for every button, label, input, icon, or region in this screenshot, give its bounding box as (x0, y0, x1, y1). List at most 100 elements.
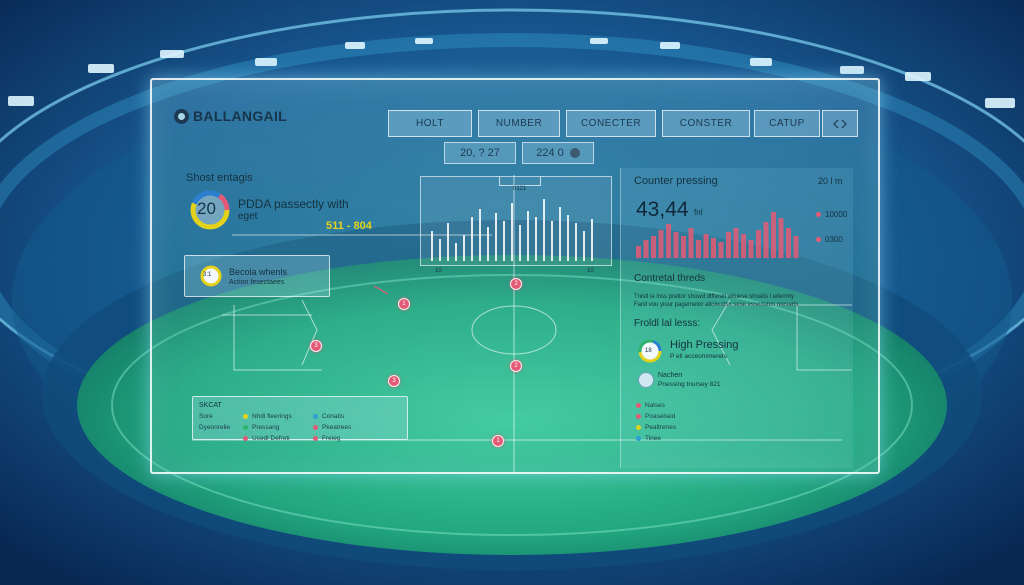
axis-left-label: 10 (435, 268, 442, 274)
score-ratio: 511 - 804 (326, 220, 372, 232)
tab-number[interactable]: NUMBER (478, 110, 560, 137)
logo-icon (174, 108, 189, 124)
stats-row: Sore Nhdl fleerings Conatis (199, 413, 345, 420)
stats-card: SKCAT Sore Nhdl fleerings Conatis Dyeonr… (192, 396, 408, 442)
right-panel (620, 168, 853, 468)
center-bar (487, 227, 489, 261)
legend-item: Nalses (636, 400, 676, 411)
player-marker[interactable]: 2 (510, 278, 522, 290)
tab-conster[interactable]: CONSTER (662, 110, 750, 137)
pressing-bar (703, 234, 709, 258)
player-marker[interactable]: 3 (388, 375, 400, 387)
pressing-bar (793, 236, 799, 258)
high-pressing-sub: P ell acceommerets (670, 353, 727, 360)
center-bar (495, 213, 497, 261)
pressing-bar (756, 230, 761, 258)
user-icon (638, 372, 654, 388)
high-pressing-ring (638, 339, 662, 363)
score-pill[interactable]: 224 0 (522, 142, 594, 164)
center-bar (527, 211, 529, 261)
counter-corner: 20 l m (818, 176, 843, 186)
chart-label-low: 0300 (816, 235, 843, 244)
donut-text-2: eget (238, 211, 258, 222)
threads-heading: Contretal threds (634, 273, 706, 284)
pressing-bar (786, 228, 791, 258)
center-bar (431, 231, 433, 261)
center-bar (455, 243, 457, 261)
center-bar (551, 221, 553, 261)
expand-icon (833, 119, 847, 128)
left-heading: Shost entagis (186, 172, 253, 184)
center-bar (447, 223, 449, 261)
card-value: 3:1 (203, 272, 212, 278)
pass-line (373, 285, 389, 295)
pressing-bar (726, 232, 731, 258)
center-bar (519, 225, 521, 261)
axis-right-label: 10 (587, 268, 594, 274)
stats-row: Dyeonrelie Pressang Pkeatrees (199, 424, 352, 431)
stats-row: Ucedl Defreti Freieg (199, 433, 399, 444)
section-heading: Froldl lal lesss: (634, 318, 701, 329)
pitch-lines (192, 175, 852, 472)
high-pressing-title: High Pressing (670, 339, 739, 351)
tab-conecter[interactable]: CONECTER (566, 110, 656, 137)
match-time: 20, ? 27 (460, 147, 500, 159)
center-bar (559, 207, 561, 261)
pressing-bar (718, 242, 724, 258)
chart-top-label: 0121 (513, 186, 527, 192)
pressing-bar (651, 236, 656, 258)
stats-table: Sore Nhdl fleerings Conatis Dyeonrelie P… (199, 411, 399, 444)
dashboard-screen: BALLANGAIL HOLT NUMBER CONECTER CONSTER … (150, 78, 880, 474)
center-bar (511, 203, 513, 261)
counter-pressing-title: Counter pressing (634, 175, 718, 187)
match-time-pill[interactable]: 20, ? 27 (444, 142, 516, 164)
center-bar (463, 235, 465, 261)
player-marker[interactable]: 3 (310, 340, 322, 352)
pressing-bar (763, 222, 769, 258)
center-bars (431, 199, 593, 261)
item-sub: Pnessing tnursey 821 (658, 381, 721, 388)
ring-label: 18 (645, 348, 652, 354)
center-bar-chart: 0121 10 10 (420, 176, 612, 274)
pressing-bar (733, 228, 739, 258)
pressing-bar (643, 240, 649, 258)
mini-ring-icon (200, 265, 222, 287)
player-marker[interactable]: 1 (398, 298, 410, 310)
center-bar (471, 217, 473, 261)
chart-label-high: 10000 (816, 210, 847, 219)
settings-icon (569, 148, 580, 158)
right-legend: Nalses Poaselsed Pealtrenes Tinee (636, 400, 676, 444)
threads-desc-1: Tnistl ie lnss prettor showd dlfferall w… (634, 294, 794, 300)
player-marker[interactable]: 2 (510, 360, 522, 372)
tab-holt[interactable]: HOLT (388, 110, 472, 137)
pressing-bar (673, 232, 679, 258)
center-bar (439, 239, 441, 261)
legend-item: Tinee (636, 433, 676, 444)
tab-catup[interactable]: CATUP (754, 110, 820, 137)
center-bar (503, 221, 505, 261)
pressing-bar (688, 228, 694, 258)
pressing-bar (741, 234, 746, 258)
threads-desc-2: Fanll vou yiour pagemetor altoiwatsn ses… (634, 302, 799, 308)
center-bar (591, 219, 593, 261)
app-logo[interactable]: BALLANGAIL (174, 108, 287, 124)
score-value: 224 0 (536, 147, 564, 159)
pressing-bar (771, 212, 776, 258)
pressing-bar (778, 218, 784, 258)
center-bar (575, 223, 577, 261)
item-title: Nachen (658, 372, 683, 379)
player-marker[interactable]: 1 (492, 435, 504, 447)
app-title: BALLANGAIL (193, 108, 287, 124)
center-bar (535, 217, 537, 261)
pressing-bar (711, 238, 716, 258)
center-bar (479, 209, 481, 261)
pressing-bar (696, 240, 701, 258)
center-bar (567, 215, 569, 261)
whenls-card[interactable]: 3:1 Becola whenls Action fesectaees (184, 255, 330, 297)
pressing-bar (748, 240, 754, 258)
pressing-bar (658, 230, 664, 258)
big-unit: fnl (694, 208, 703, 217)
card-subtitle: Action fesectaees (229, 279, 285, 286)
fullscreen-button[interactable] (822, 110, 858, 137)
